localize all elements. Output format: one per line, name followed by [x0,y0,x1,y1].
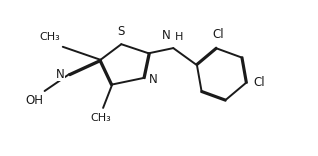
Text: S: S [118,25,125,39]
Text: OH: OH [25,94,43,107]
Text: H: H [175,32,183,42]
Text: Cl: Cl [254,76,265,90]
Text: CH₃: CH₃ [39,32,60,42]
Text: Cl: Cl [212,28,224,41]
Text: CH₃: CH₃ [90,113,111,123]
Text: N: N [162,29,170,42]
Text: N: N [56,68,65,81]
Text: N: N [149,73,158,86]
